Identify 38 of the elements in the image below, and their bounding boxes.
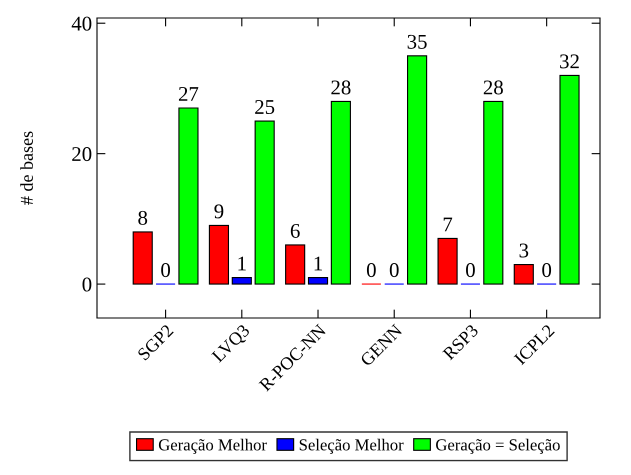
data-label: 0 (466, 263, 475, 278)
data-label: 0 (161, 263, 170, 278)
legend-label: Geração Melhor (158, 438, 267, 454)
data-label: 0 (366, 263, 376, 278)
bar (559, 74, 580, 285)
y-axis-title: # de bases (20, 132, 33, 205)
y-tick-label: 20 (72, 147, 92, 162)
y-tick-label: 0 (82, 277, 92, 292)
bar (232, 277, 252, 285)
data-label: 3 (520, 244, 528, 258)
data-label: 7 (444, 218, 452, 232)
data-label: 0 (390, 263, 399, 278)
bar (407, 55, 428, 285)
data-label: 28 (331, 80, 350, 94)
data-label: 0 (542, 263, 552, 278)
bar (254, 120, 275, 285)
data-label: 35 (408, 34, 427, 49)
legend-label: Seleção Melhor (300, 438, 404, 454)
bar (178, 107, 199, 285)
data-label: 32 (560, 54, 579, 68)
data-label: 27 (178, 86, 198, 101)
data-label: 9 (214, 204, 224, 218)
data-label: 8 (138, 210, 148, 225)
legend-label: Geração = Seleção (436, 438, 560, 454)
bar (308, 277, 328, 285)
bar (132, 231, 153, 285)
bar (437, 238, 458, 285)
data-label: 25 (255, 100, 274, 114)
data-label: 28 (484, 80, 503, 94)
bar (514, 264, 534, 285)
data-label: 6 (290, 224, 300, 238)
y-tick-label: 40 (72, 16, 92, 31)
bar (208, 224, 230, 285)
bar (330, 100, 351, 285)
bar (285, 244, 306, 285)
bar (483, 100, 504, 285)
data-label: 1 (238, 256, 246, 270)
data-label: 1 (314, 256, 322, 270)
